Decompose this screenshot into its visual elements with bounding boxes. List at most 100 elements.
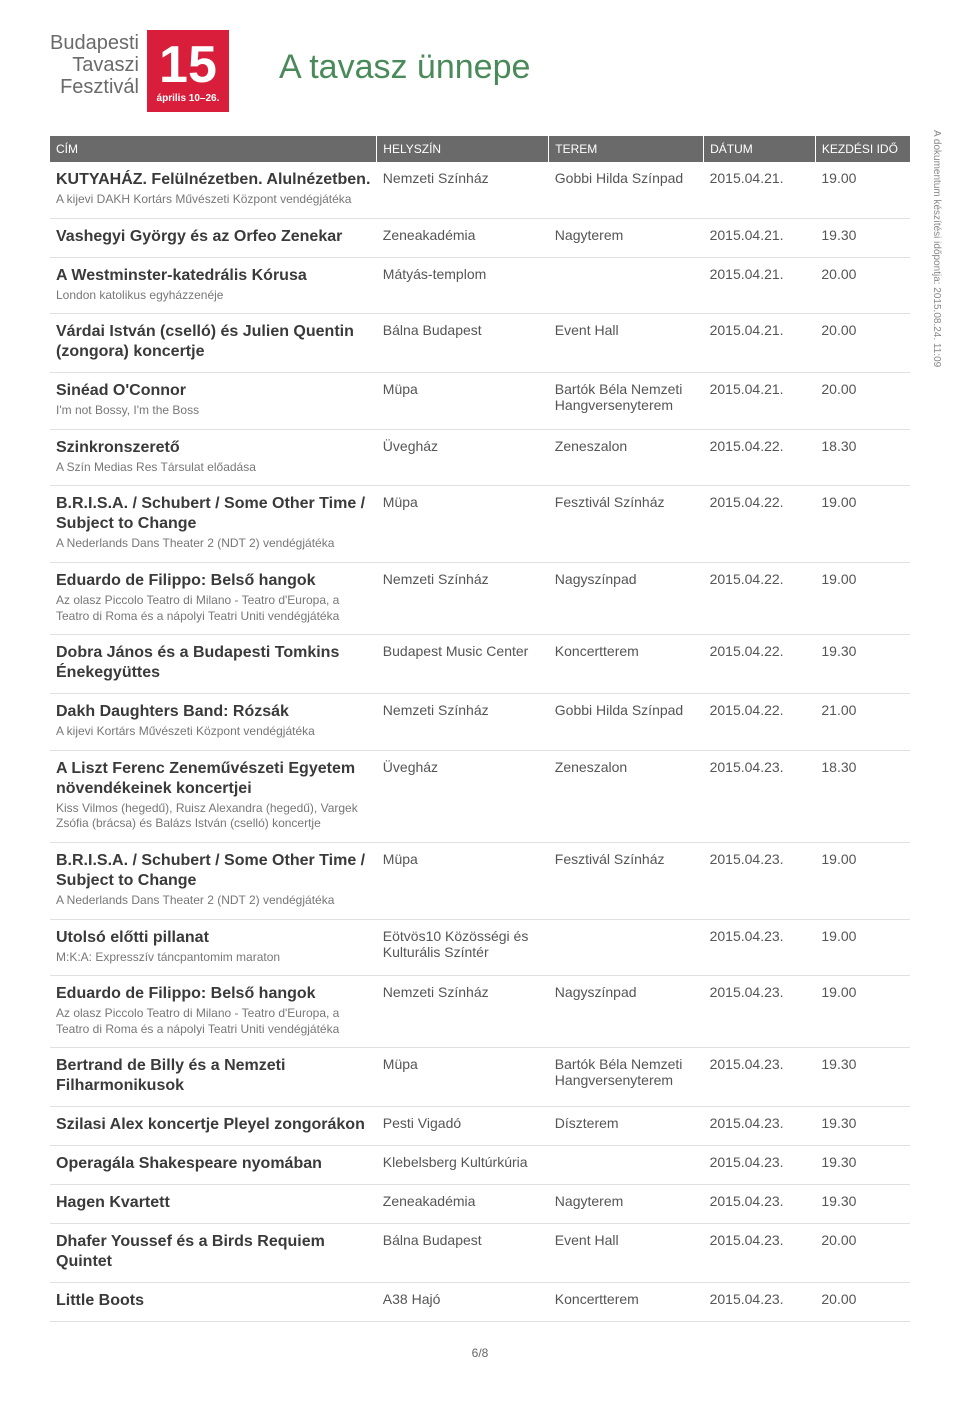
cell-title: Sinéad O'ConnorI'm not Bossy, I'm the Bo…: [50, 373, 377, 430]
cell-venue: Klebelsberg Kultúrkúria: [377, 1146, 549, 1185]
event-subtitle: Kiss Vilmos (hegedű), Ruisz Alexandra (h…: [56, 801, 371, 832]
cell-date: 2015.04.22.: [704, 694, 816, 751]
cell-date: 2015.04.21.: [704, 373, 816, 430]
cell-room: Fesztivál Színház: [549, 842, 704, 919]
cell-title: Várdai István (cselló) és Julien Quentin…: [50, 314, 377, 373]
page: Budapesti Tavaszi Fesztivál 15 április 1…: [0, 0, 960, 1410]
table-row: Dhafer Youssef és a Birds Requiem Quinte…: [50, 1224, 910, 1283]
cell-room: Nagyszínpad: [549, 562, 704, 634]
cell-title: Hagen Kvartett: [50, 1185, 377, 1224]
cell-date: 2015.04.23.: [704, 1185, 816, 1224]
table-row: A Liszt Ferenc Zeneművészeti Egyetem növ…: [50, 750, 910, 842]
event-title: Operagála Shakespeare nyomában: [56, 1154, 371, 1174]
cell-venue: Müpa: [377, 373, 549, 430]
cell-time: 19.30: [815, 635, 910, 694]
cell-room: Zeneszalon: [549, 429, 704, 486]
cell-room: [549, 1146, 704, 1185]
event-title: Dakh Daughters Band: Rózsák: [56, 702, 371, 722]
table-row: Eduardo de Filippo: Belső hangokAz olasz…: [50, 562, 910, 634]
table-row: Dakh Daughters Band: Rózsák A kijevi Kort…: [50, 694, 910, 751]
event-title: Sinéad O'Connor: [56, 381, 371, 401]
event-subtitle: A Szín Medias Res Társulat előadása: [56, 460, 371, 476]
cell-venue: A38 Hajó: [377, 1283, 549, 1322]
cell-title: Little Boots: [50, 1283, 377, 1322]
cell-time: 19.30: [815, 1107, 910, 1146]
cell-date: 2015.04.23.: [704, 1107, 816, 1146]
col-room: TEREM: [549, 136, 704, 162]
cell-room: [549, 257, 704, 314]
cell-room: Díszterem: [549, 1107, 704, 1146]
cell-title: KUTYAHÁZ. Felülnézetben. Alulnézetben. A …: [50, 162, 377, 218]
event-subtitle: A Nederlands Dans Theater 2 (NDT 2) vend…: [56, 893, 371, 909]
table-row: Szilasi Alex koncertje Pleyel zongorákon…: [50, 1107, 910, 1146]
cell-date: 2015.04.22.: [704, 562, 816, 634]
table-row: Várdai István (cselló) és Julien Quentin…: [50, 314, 910, 373]
event-title: Dhafer Youssef és a Birds Requiem Quinte…: [56, 1232, 371, 1272]
cell-title: Szilasi Alex koncertje Pleyel zongorákon: [50, 1107, 377, 1146]
cell-venue: Budapest Music Center: [377, 635, 549, 694]
cell-date: 2015.04.21.: [704, 257, 816, 314]
cell-date: 2015.04.23.: [704, 1224, 816, 1283]
table-row: Operagála Shakespeare nyomában Klebelsber…: [50, 1146, 910, 1185]
cell-time: 19.00: [815, 842, 910, 919]
cell-venue: Pesti Vigadó: [377, 1107, 549, 1146]
cell-venue: Bálna Budapest: [377, 314, 549, 373]
logo-block: Budapesti Tavaszi Fesztivál 15 április 1…: [50, 30, 229, 112]
event-subtitle: A kijevi Kortárs Művészeti Központ vendé…: [56, 724, 371, 740]
event-title: B.R.I.S.A. / Schubert / Some Other Time …: [56, 851, 371, 891]
cell-venue: Bálna Budapest: [377, 1224, 549, 1283]
event-title: KUTYAHÁZ. Felülnézetben. Alulnézetben.: [56, 170, 371, 190]
cell-venue: Müpa: [377, 486, 549, 563]
event-title: Várdai István (cselló) és Julien Quentin…: [56, 322, 371, 362]
logo-red-box: 15 április 10–26.: [147, 30, 229, 112]
table-row: Eduardo de Filippo: Belső hangokAz olasz…: [50, 976, 910, 1048]
cell-room: Bartók Béla Nemzeti Hangversenyterem: [549, 373, 704, 430]
cell-venue: Nemzeti Színház: [377, 694, 549, 751]
cell-time: 19.00: [815, 486, 910, 563]
event-subtitle: A Nederlands Dans Theater 2 (NDT 2) vend…: [56, 536, 371, 552]
cell-date: 2015.04.23.: [704, 750, 816, 842]
table-row: Little BootsA38 HajóKoncertterem2015.04.…: [50, 1283, 910, 1322]
cell-room: Zeneszalon: [549, 750, 704, 842]
cell-venue: Nemzeti Színház: [377, 562, 549, 634]
cell-date: 2015.04.22.: [704, 486, 816, 563]
table-row: Sinéad O'ConnorI'm not Bossy, I'm the Bo…: [50, 373, 910, 430]
cell-title: Operagála Shakespeare nyomában: [50, 1146, 377, 1185]
page-header: Budapesti Tavaszi Fesztivál 15 április 1…: [50, 30, 910, 112]
cell-venue: Müpa: [377, 842, 549, 919]
cell-time: 19.00: [815, 919, 910, 976]
cell-room: Bartók Béla Nemzeti Hangversenyterem: [549, 1048, 704, 1107]
logo-line-3: Fesztivál: [50, 76, 139, 98]
cell-time: 19.30: [815, 1185, 910, 1224]
table-row: Vashegyi György és az Orfeo ZenekarZenea…: [50, 218, 910, 257]
cell-venue: Nemzeti Színház: [377, 976, 549, 1048]
cell-date: 2015.04.23.: [704, 842, 816, 919]
event-title: Little Boots: [56, 1291, 371, 1311]
event-subtitle: A kijevi DAKH Kortárs Művészeti Központ …: [56, 192, 371, 208]
event-title: Dobra János és a Budapesti Tomkins Éneke…: [56, 643, 371, 683]
cell-title: Vashegyi György és az Orfeo Zenekar: [50, 218, 377, 257]
events-table: CÍM HELYSZÍN TEREM DÁTUM KEZDÉSI IDŐ KUT…: [50, 136, 910, 1322]
cell-date: 2015.04.21.: [704, 218, 816, 257]
cell-date: 2015.04.23.: [704, 1283, 816, 1322]
event-title: Utolsó előtti pillanat: [56, 928, 371, 948]
col-time: KEZDÉSI IDŐ: [815, 136, 910, 162]
col-date: DÁTUM: [704, 136, 816, 162]
cell-venue: Zeneakadémia: [377, 218, 549, 257]
cell-date: 2015.04.22.: [704, 635, 816, 694]
cell-title: Bertrand de Billy és a Nemzeti Filharmon…: [50, 1048, 377, 1107]
cell-venue: Nemzeti Színház: [377, 162, 549, 218]
event-title: Szinkronszerető: [56, 438, 371, 458]
logo-text: Budapesti Tavaszi Fesztivál: [50, 30, 139, 98]
generation-timestamp: A dokumentum készítési időpontja: 2015.0…: [931, 130, 942, 367]
logo-line-1: Budapesti: [50, 32, 139, 54]
logo-number: 15: [159, 39, 217, 91]
cell-title: Szinkronszerető A Szín Medias Res Társula…: [50, 429, 377, 486]
cell-time: 20.00: [815, 257, 910, 314]
cell-room: Gobbi Hilda Színpad: [549, 162, 704, 218]
table-row: Utolsó előtti pillanatM:K:A: Expresszív …: [50, 919, 910, 976]
col-title: CÍM: [50, 136, 377, 162]
cell-room: Gobbi Hilda Színpad: [549, 694, 704, 751]
event-subtitle: Az olasz Piccolo Teatro di Milano - Teat…: [56, 1006, 371, 1037]
cell-time: 20.00: [815, 373, 910, 430]
